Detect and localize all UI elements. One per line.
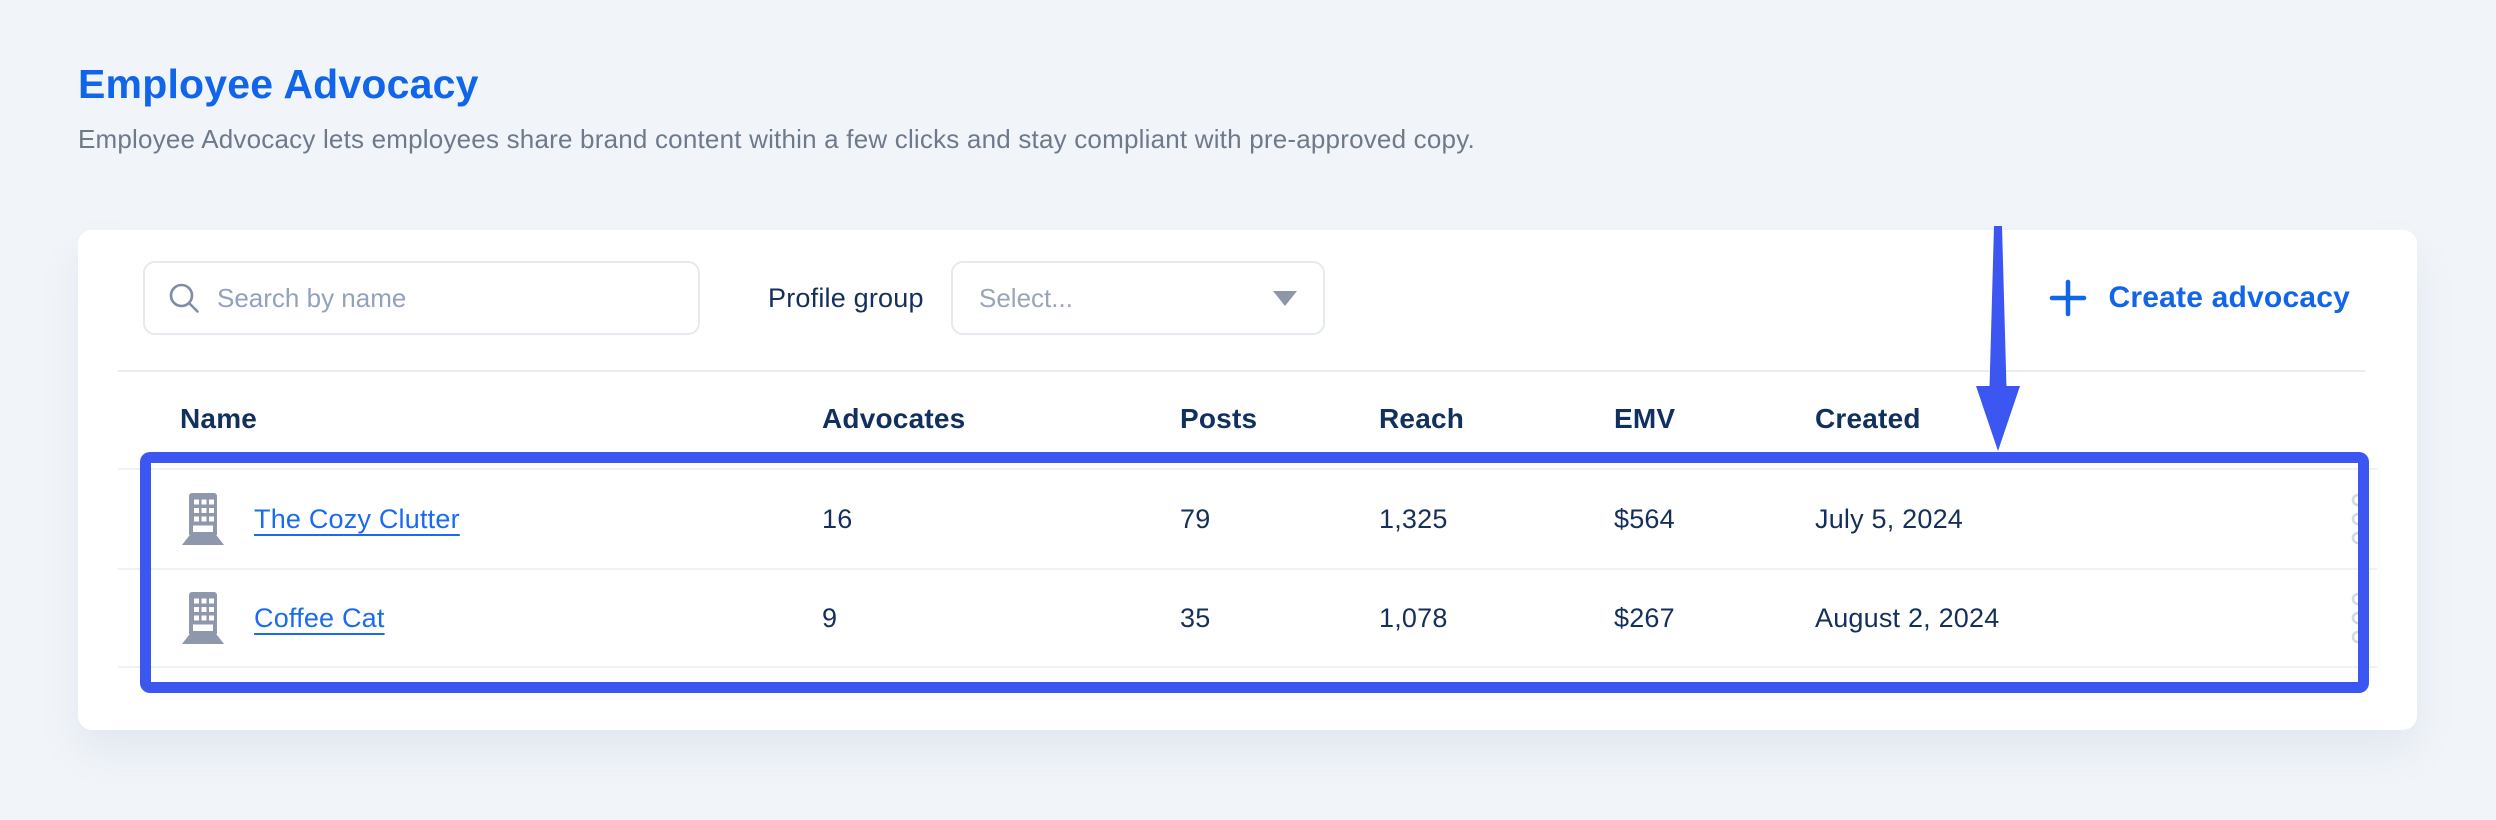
name-cell: The Cozy Clutter: [180, 493, 822, 545]
advocacy-table: Name Advocates Posts Reach EMV Created T…: [118, 370, 2377, 668]
page-subtitle: Employee Advocacy lets employees share b…: [78, 124, 1475, 154]
row-menu-button[interactable]: [2287, 590, 2377, 646]
create-advocacy-label: Create advocacy: [2108, 281, 2350, 314]
page-header: Employee Advocacy Employee Advocacy lets…: [78, 58, 1475, 156]
plus-icon: [2049, 279, 2086, 317]
name-cell: Coffee Cat: [180, 592, 822, 644]
column-header-reach: Reach: [1379, 403, 1465, 434]
search-input[interactable]: [217, 282, 676, 314]
column-header-posts: Posts: [1180, 403, 1258, 434]
building-icon: [182, 493, 224, 545]
page-title: Employee Advocacy: [78, 61, 479, 107]
advocacy-name-link[interactable]: The Cozy Clutter: [254, 503, 460, 534]
column-header-emv: EMV: [1614, 403, 1676, 434]
kebab-menu-icon: [2351, 493, 2365, 545]
select-value: Select...: [979, 282, 1073, 313]
create-advocacy-button[interactable]: Create advocacy: [2047, 261, 2350, 335]
table-header-row: Name Advocates Posts Reach EMV Created: [118, 370, 2377, 468]
posts-cell: 35: [1180, 602, 1211, 633]
profile-group-select[interactable]: Select...: [951, 261, 1325, 335]
search-box[interactable]: [143, 261, 700, 335]
column-header-advocates: Advocates: [822, 403, 966, 434]
created-cell: August 2, 2024: [1815, 602, 2000, 633]
building-icon: [182, 592, 224, 644]
reach-cell: 1,325: [1379, 503, 1448, 534]
table-row: The Cozy Clutter 16 79 1,325 $564 July 5…: [118, 468, 2377, 568]
profile-group-label: Profile group: [768, 282, 924, 313]
advocates-cell: 16: [822, 503, 853, 534]
advocacy-card: Profile group Select... Create advocacy …: [78, 230, 2417, 730]
reach-cell: 1,078: [1379, 602, 1448, 633]
emv-cell: $267: [1614, 602, 1675, 633]
column-header-created: Created: [1815, 403, 1921, 434]
posts-cell: 79: [1180, 503, 1211, 534]
table-row: Coffee Cat 9 35 1,078 $267 August 2, 202…: [118, 568, 2377, 668]
emv-cell: $564: [1614, 503, 1675, 534]
row-menu-button[interactable]: [2287, 491, 2377, 547]
column-header-name: Name: [180, 403, 258, 434]
advocates-cell: 9: [822, 602, 838, 633]
advocacy-name-link[interactable]: Coffee Cat: [254, 602, 385, 633]
created-cell: July 5, 2024: [1815, 503, 1963, 534]
kebab-menu-icon: [2351, 592, 2365, 644]
chevron-down-icon: [1273, 290, 1297, 306]
search-icon: [169, 283, 199, 313]
section-divider: [118, 370, 2365, 372]
filter-bar: Profile group Select... Create advocacy: [78, 230, 2417, 370]
